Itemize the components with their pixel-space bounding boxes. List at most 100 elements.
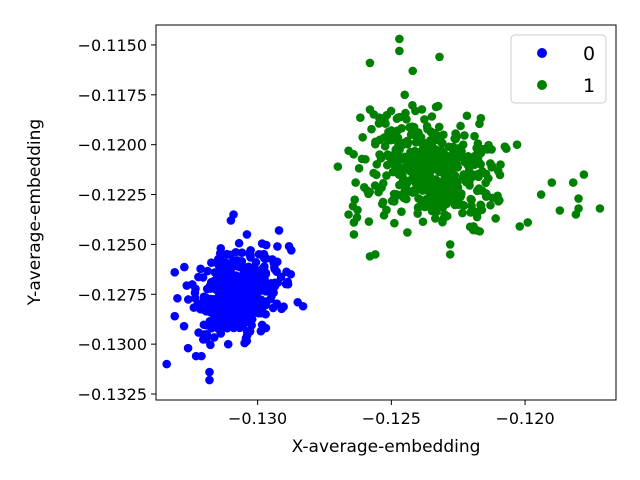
data-point — [231, 280, 241, 289]
data-point — [515, 222, 525, 231]
data-point — [203, 266, 212, 276]
data-point — [255, 298, 265, 307]
data-point — [238, 300, 248, 309]
data-point — [183, 295, 193, 304]
data-point — [423, 144, 432, 153]
data-point — [202, 335, 211, 344]
data-point — [444, 188, 453, 197]
series-0 — [162, 210, 308, 385]
data-point — [180, 262, 189, 272]
data-point — [235, 262, 245, 272]
y-tick-label: −0.1225 — [78, 186, 147, 205]
data-point — [223, 280, 232, 289]
data-point — [221, 310, 231, 319]
data-point — [536, 190, 546, 199]
legend-marker-1 — [537, 80, 547, 90]
data-point — [393, 126, 402, 135]
data-point — [187, 280, 197, 289]
x-tick-label: −0.120 — [495, 409, 554, 428]
legend-label-1: 1 — [583, 75, 595, 97]
y-tick-label: −0.1150 — [78, 36, 147, 55]
data-point — [418, 217, 428, 227]
data-point — [273, 242, 282, 251]
y-axis-label: Y-average-embedding — [25, 119, 45, 306]
data-point — [473, 152, 483, 162]
data-point — [196, 264, 205, 274]
data-point — [380, 141, 390, 151]
data-point — [405, 123, 414, 132]
data-point — [395, 34, 404, 44]
data-point — [389, 194, 399, 203]
data-point — [457, 146, 466, 156]
data-point — [420, 115, 429, 124]
plot-frame — [155, 24, 617, 401]
data-point — [207, 306, 217, 316]
legend-marker-0 — [537, 48, 547, 58]
data-point — [428, 134, 437, 144]
data-point — [414, 178, 423, 187]
data-point — [370, 181, 380, 190]
data-point — [281, 279, 291, 289]
data-point — [595, 204, 605, 213]
data-point — [429, 144, 439, 153]
data-point — [382, 160, 392, 170]
data-point — [349, 218, 359, 227]
data-point — [465, 222, 475, 232]
y-tick-label: −0.1300 — [78, 335, 147, 354]
data-point — [438, 159, 448, 168]
data-point — [209, 277, 218, 286]
data-point — [411, 168, 420, 178]
data-point — [273, 278, 283, 287]
data-point — [362, 186, 372, 195]
data-point — [403, 228, 412, 237]
data-point — [270, 263, 279, 272]
data-point — [417, 105, 427, 114]
data-point — [408, 150, 418, 159]
data-point — [268, 255, 277, 264]
data-point — [247, 314, 257, 324]
data-point — [431, 193, 441, 203]
data-point — [426, 184, 436, 193]
data-point — [456, 121, 465, 131]
data-point — [162, 359, 171, 369]
data-point — [287, 246, 296, 255]
data-point — [408, 66, 418, 76]
data-point — [218, 294, 228, 304]
data-point — [205, 375, 214, 385]
data-point — [445, 240, 455, 249]
data-point — [231, 314, 240, 324]
data-point — [179, 321, 189, 331]
data-point — [367, 124, 376, 134]
data-point — [371, 250, 380, 259]
data-point — [523, 218, 533, 227]
data-point — [394, 170, 404, 179]
data-point — [395, 112, 405, 122]
data-point — [358, 133, 367, 142]
data-point — [197, 351, 206, 361]
data-point — [374, 187, 383, 197]
data-point — [413, 202, 423, 212]
data-point — [440, 210, 449, 219]
data-point — [494, 197, 503, 206]
data-point — [209, 333, 219, 342]
data-point — [491, 214, 500, 223]
data-point — [460, 131, 469, 140]
y-axis: −0.1150 −0.1175 −0.1200 −0.1225 −0.1250 −0.12… — [78, 36, 156, 404]
data-point — [466, 208, 475, 217]
data-point — [395, 46, 404, 56]
data-point — [258, 271, 268, 281]
data-point — [286, 269, 296, 279]
data-point — [377, 152, 386, 161]
data-point — [411, 106, 420, 116]
data-point — [195, 299, 204, 309]
data-point — [333, 162, 343, 171]
data-point — [348, 201, 358, 211]
data-point — [351, 178, 360, 187]
data-point — [198, 273, 208, 282]
data-point — [434, 122, 444, 132]
data-point — [568, 178, 578, 187]
data-point — [467, 201, 476, 211]
data-point — [194, 328, 203, 337]
data-point — [462, 111, 472, 121]
data-point — [481, 189, 491, 198]
